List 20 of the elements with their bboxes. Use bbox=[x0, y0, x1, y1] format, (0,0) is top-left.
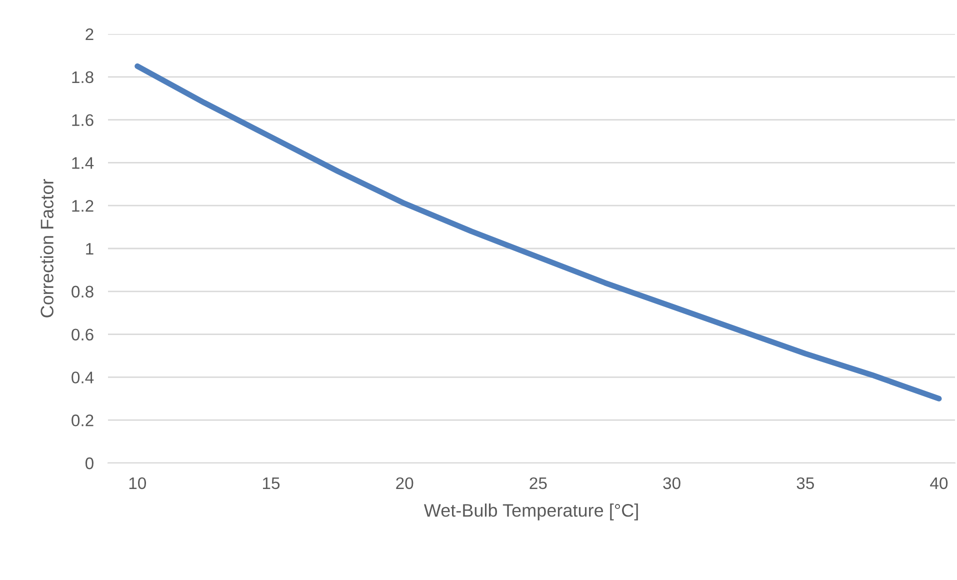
x-tick-label: 25 bbox=[530, 477, 547, 490]
y-tick-label: 0.4 bbox=[72, 372, 94, 384]
x-tick-label: 35 bbox=[796, 477, 814, 490]
x-tick-label: 40 bbox=[930, 477, 948, 490]
y-tick-label: 0.8 bbox=[72, 286, 94, 298]
x-axis-title: Wet-Bulb Temperature [°C] bbox=[424, 504, 638, 520]
y-tick-label: 1.4 bbox=[72, 157, 94, 169]
x-tick-label: 20 bbox=[396, 477, 414, 490]
y-tick-label: 0.6 bbox=[72, 328, 94, 341]
y-tick-label: 0.2 bbox=[72, 414, 94, 426]
y-tick-label: 1.6 bbox=[72, 114, 94, 126]
y-tick-label: 2 bbox=[86, 28, 94, 40]
x-tick-label: 15 bbox=[262, 478, 280, 490]
y-axis-title: Correction Factor bbox=[40, 179, 54, 318]
y-tick-label: 1.2 bbox=[72, 200, 94, 212]
y-tick-label: 1 bbox=[86, 243, 94, 255]
x-tick-label: 10 bbox=[129, 477, 146, 490]
y-tick-label: 1.8 bbox=[72, 71, 94, 84]
x-tick-label: 30 bbox=[663, 477, 680, 490]
y-tick-label: 0 bbox=[85, 457, 94, 470]
